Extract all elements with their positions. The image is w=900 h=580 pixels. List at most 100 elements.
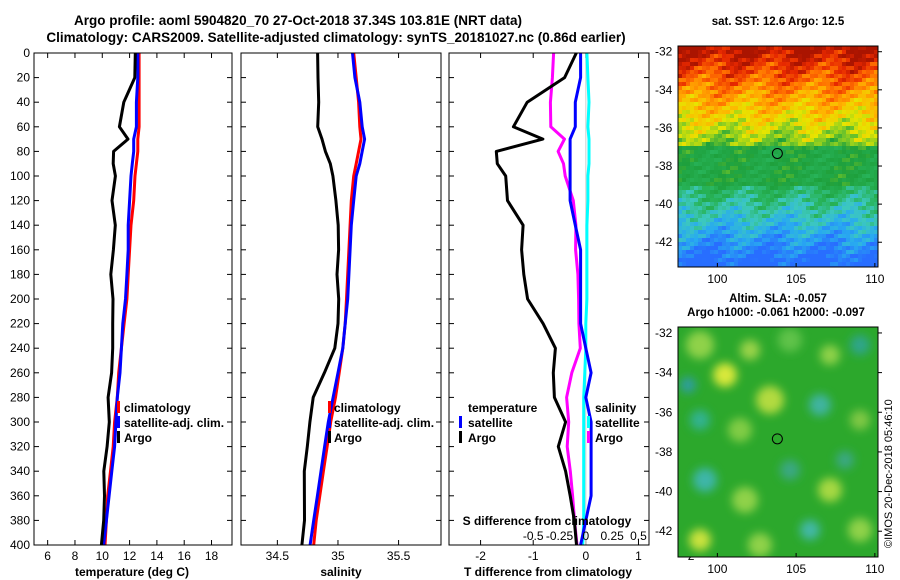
sst-cell — [754, 174, 759, 179]
sst-cell — [874, 234, 878, 239]
sst-cell — [786, 130, 791, 135]
sst-cell — [686, 66, 691, 71]
sst-cell — [722, 138, 727, 143]
sst-cell — [742, 58, 747, 63]
sst-cell — [718, 222, 723, 227]
sst-cell — [730, 246, 735, 251]
sst-cell — [718, 178, 723, 183]
sst-cell — [830, 86, 835, 91]
sst-cell — [830, 178, 835, 183]
sst-cell — [766, 194, 771, 199]
sst-cell — [690, 146, 695, 151]
sst-cell — [714, 250, 719, 255]
sst-cell — [730, 202, 735, 207]
sst-cell — [798, 66, 803, 71]
sst-cell — [802, 258, 807, 263]
sst-cell — [762, 54, 767, 59]
sst-cell — [858, 46, 863, 51]
sst-cell — [682, 246, 687, 251]
sst-cell — [754, 262, 759, 267]
sst-cell — [822, 138, 827, 143]
sst-cell — [726, 106, 731, 111]
sst-cell — [686, 198, 691, 203]
sst-cell — [802, 194, 807, 199]
sst-cell — [866, 78, 871, 83]
sst-cell — [718, 234, 723, 239]
sst-cell — [858, 250, 863, 255]
sst-cell — [774, 202, 779, 207]
salinity-legend: climatology satellite-adj. clim. Argo — [328, 401, 434, 445]
sst-cell — [842, 110, 847, 115]
sst-cell — [810, 170, 815, 175]
sst-cell — [870, 134, 875, 139]
sst-cell — [806, 114, 811, 119]
sst-cell — [766, 130, 771, 135]
sst-cell — [690, 258, 695, 263]
sst-cell — [746, 162, 751, 167]
sst-map-panel: sat. SST: 12.6 Argo: 12.5 -32-34-36-38-4… — [655, 16, 885, 286]
sst-cell — [770, 258, 775, 263]
sst-cell — [774, 70, 779, 75]
sst-cell — [818, 210, 823, 215]
sst-cell — [730, 226, 735, 231]
sst-cell — [766, 222, 771, 227]
sst-cell — [854, 162, 859, 167]
sst-cell — [774, 230, 779, 235]
sst-cell — [822, 262, 827, 267]
sst-cell — [834, 114, 839, 119]
sst-cell — [830, 198, 835, 203]
sst-cell — [746, 262, 751, 267]
sst-cell — [786, 110, 791, 115]
sst-cell — [698, 182, 703, 187]
sst-cell — [782, 238, 787, 243]
sst-cell — [862, 62, 867, 67]
sst-cell — [722, 150, 727, 155]
sst-cell — [790, 146, 795, 151]
sst-cell — [814, 202, 819, 207]
sst-cell — [730, 158, 735, 163]
sst-cell — [706, 150, 711, 155]
sst-cell — [730, 230, 735, 235]
sst-cell — [778, 250, 783, 255]
sst-cell — [694, 186, 699, 191]
sst-cell — [782, 246, 787, 251]
sst-cell — [794, 242, 799, 247]
sst-cell — [790, 94, 795, 99]
sst-cell — [854, 158, 859, 163]
sst-cell — [794, 158, 799, 163]
legend-label-climatology: climatology — [334, 401, 401, 415]
sal-diff-tick-label: 0.25 — [600, 529, 624, 543]
sst-cell — [706, 86, 711, 91]
sst-cell — [802, 162, 807, 167]
sst-cell — [714, 58, 719, 63]
sst-cell — [742, 242, 747, 247]
sst-cell — [822, 222, 827, 227]
sst-cell — [842, 170, 847, 175]
sst-cell — [686, 222, 691, 227]
sst-cell — [866, 190, 871, 195]
sst-cell — [678, 174, 683, 179]
sst-cell — [782, 50, 787, 55]
sst-cell — [686, 46, 691, 51]
sst-cell — [718, 94, 723, 99]
sst-cell — [754, 106, 759, 111]
sst-cell — [730, 86, 735, 91]
sst-cell — [750, 66, 755, 71]
sst-cell — [802, 114, 807, 119]
sst-cell — [830, 102, 835, 107]
sst-cell — [782, 178, 787, 183]
sst-cell — [810, 50, 815, 55]
sst-cell — [738, 182, 743, 187]
sst-cell — [814, 222, 819, 227]
sst-cell — [718, 78, 723, 83]
sst-cell — [826, 226, 831, 231]
sst-cell — [750, 254, 755, 259]
sst-cell — [738, 102, 743, 107]
sst-cell — [806, 94, 811, 99]
sst-cell — [758, 126, 763, 131]
sst-cell — [718, 138, 723, 143]
sst-cell — [830, 134, 835, 139]
sst-cell — [774, 142, 779, 147]
sst-cell — [866, 74, 871, 79]
sst-cell — [802, 186, 807, 191]
